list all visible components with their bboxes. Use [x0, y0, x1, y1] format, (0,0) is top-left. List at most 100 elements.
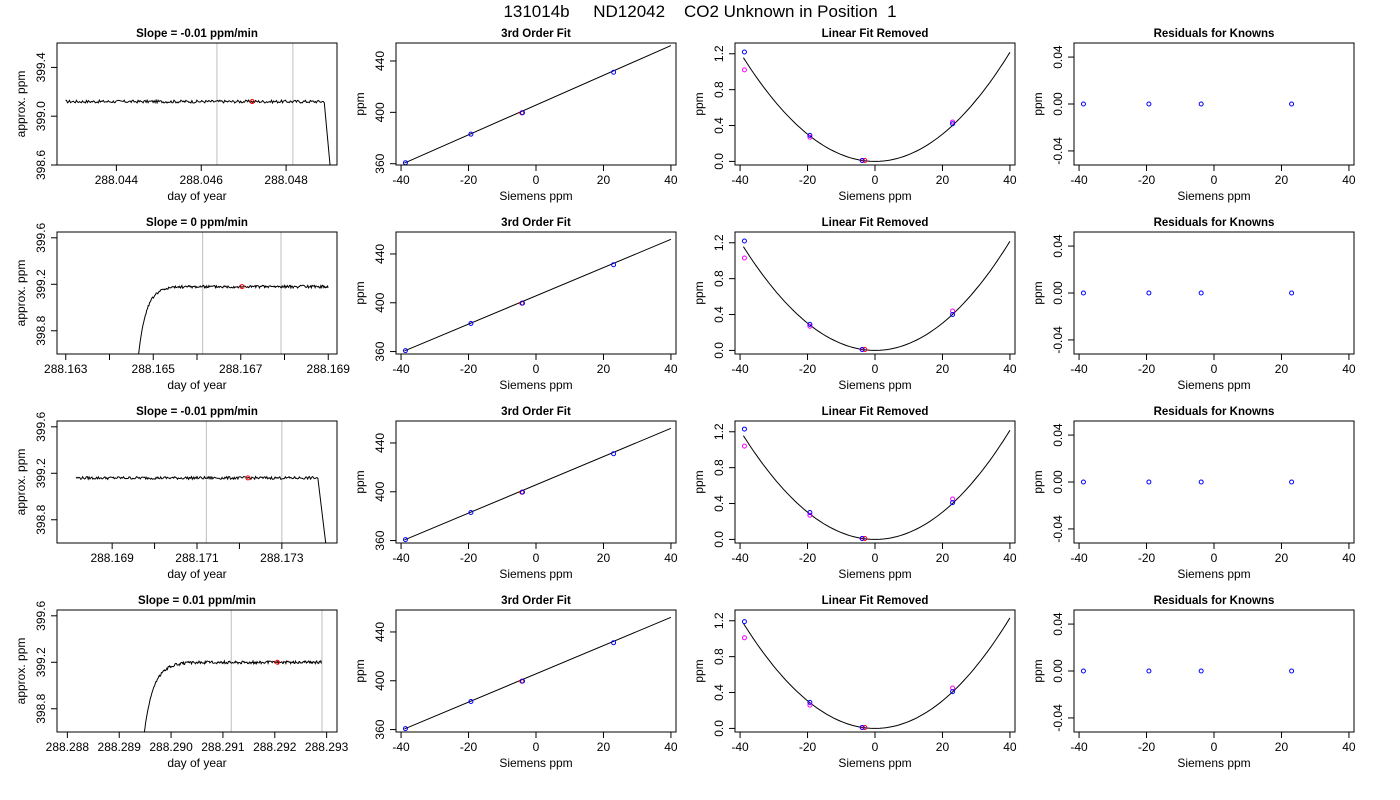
x-tick-label: 40	[1342, 362, 1356, 376]
x-tick-label: -40	[731, 740, 749, 754]
known-point	[859, 158, 865, 164]
y-axis-label: ppm	[1031, 659, 1045, 682]
y-tick-label: 399.4	[34, 52, 48, 82]
x-tick-label: -40	[392, 551, 410, 565]
plot-area	[143, 610, 323, 732]
known-point	[1289, 290, 1295, 296]
y-axis-label: ppm	[353, 659, 367, 682]
plot-area	[138, 232, 329, 354]
page-title: 131014b ND12042 CO2 Unknown in Position …	[503, 2, 897, 21]
y-tick-label: -0.04	[1051, 704, 1065, 732]
known-point	[950, 312, 956, 318]
y-tick-label: 440	[373, 433, 387, 453]
y-tick-label: 400	[373, 670, 387, 690]
y-tick-label: 360	[373, 530, 387, 550]
known-point	[1198, 668, 1204, 674]
known-point	[807, 510, 813, 515]
plot-area	[741, 426, 1011, 542]
known-point	[1080, 479, 1086, 485]
x-tick-label: 20	[597, 173, 611, 187]
plot-area	[1080, 290, 1295, 296]
panel-resid-row3: Residuals for Knowns -40 -20 0 20 40 -0.04 0.00…	[1031, 406, 1356, 581]
known-point	[741, 426, 747, 432]
fit-line	[404, 45, 672, 164]
plot-title: Slope = -0.01 ppm/min	[136, 406, 258, 418]
y-tick-label: 0.04	[1051, 45, 1065, 69]
fit-line	[404, 238, 672, 352]
plot-area	[65, 43, 331, 165]
x-axis-label: Siemens ppm	[1177, 756, 1250, 770]
plot-title: Slope = 0.01 ppm/min	[138, 595, 256, 607]
known-point	[741, 619, 747, 625]
x-axis-label: day of year	[167, 378, 226, 392]
y-axis-label: ppm	[1031, 92, 1045, 115]
y-tick-label: 0.8	[712, 270, 726, 287]
plot-frame	[56, 42, 338, 166]
fit-curve	[742, 617, 1011, 729]
known-point	[468, 131, 474, 137]
fit-line	[404, 616, 672, 730]
fit-curve	[742, 52, 1011, 162]
known-point	[520, 678, 526, 684]
known-point	[1146, 290, 1152, 296]
x-tick-label: 288.048	[264, 173, 308, 187]
x-tick-label: -40	[1070, 551, 1088, 565]
known-point	[1289, 479, 1295, 485]
x-tick-label: 20	[936, 362, 950, 376]
known-point	[1080, 101, 1086, 107]
known-point	[1146, 101, 1152, 107]
y-tick-label: 0.0	[712, 153, 726, 170]
x-tick-label: 288.290	[149, 740, 193, 754]
known-point	[402, 726, 408, 732]
plot-title: Linear Fit Removed	[822, 217, 929, 229]
x-tick-label: -20	[799, 362, 817, 376]
x-tick-label: -40	[731, 173, 749, 187]
alt-point	[807, 134, 813, 140]
y-tick-label: 399.2	[34, 647, 48, 677]
x-tick-label: 20	[597, 551, 611, 565]
known-point	[1080, 290, 1086, 296]
fit-curve	[742, 430, 1011, 540]
plot-area	[402, 616, 672, 732]
x-axis-label: day of year	[167, 189, 226, 203]
x-axis-label: Siemens ppm	[838, 756, 911, 770]
alt-point	[741, 255, 747, 261]
x-tick-label: -40	[1070, 362, 1088, 376]
y-tick-label: 399.2	[34, 269, 48, 299]
y-tick-label: 0.00	[1051, 92, 1065, 116]
x-tick-label: -40	[1070, 173, 1088, 187]
unknown-point	[862, 158, 868, 164]
y-tick-label: 360	[373, 719, 387, 739]
y-tick-label: 360	[373, 153, 387, 173]
x-tick-label: 288.171	[175, 551, 219, 565]
sample-marker	[245, 475, 251, 481]
known-point	[950, 121, 956, 127]
known-point	[611, 262, 617, 268]
y-tick-label: 398.6	[34, 150, 48, 180]
y-tick-label: 400	[373, 481, 387, 501]
known-point	[859, 347, 865, 353]
plot-frame	[56, 420, 338, 544]
y-tick-label: 1.2	[712, 45, 726, 62]
x-tick-label: -20	[460, 740, 478, 754]
x-tick-label: 40	[664, 173, 678, 187]
y-tick-label: 399.6	[34, 411, 48, 441]
x-tick-label: 40	[664, 551, 678, 565]
x-tick-label: 0	[872, 740, 879, 754]
plot-area	[1080, 479, 1295, 485]
known-point	[402, 537, 408, 543]
panel-fit3-row4: 3rd Order Fit -40 -20 0 20 40 360 400 440 Siemens…	[353, 595, 678, 770]
known-point	[468, 699, 474, 704]
x-tick-label: 288.167	[219, 362, 263, 376]
panel-resid-row2: Residuals for Knowns -40 -20 0 20 40 -0.04 0.00…	[1031, 217, 1356, 392]
x-tick-label: 40	[1342, 173, 1356, 187]
known-point	[950, 500, 956, 506]
fit-curve	[742, 241, 1011, 351]
panel-trace-row2: Slope = 0 ppm/min 288.163 288.165 288.167 28…	[14, 217, 350, 392]
x-axis-label: Siemens ppm	[838, 189, 911, 203]
y-tick-label: 0.4	[712, 684, 726, 701]
plot-title: Linear Fit Removed	[822, 595, 929, 607]
x-axis-label: Siemens ppm	[1177, 378, 1250, 392]
plot-area	[741, 617, 1011, 731]
y-tick-label: 1.2	[712, 234, 726, 251]
